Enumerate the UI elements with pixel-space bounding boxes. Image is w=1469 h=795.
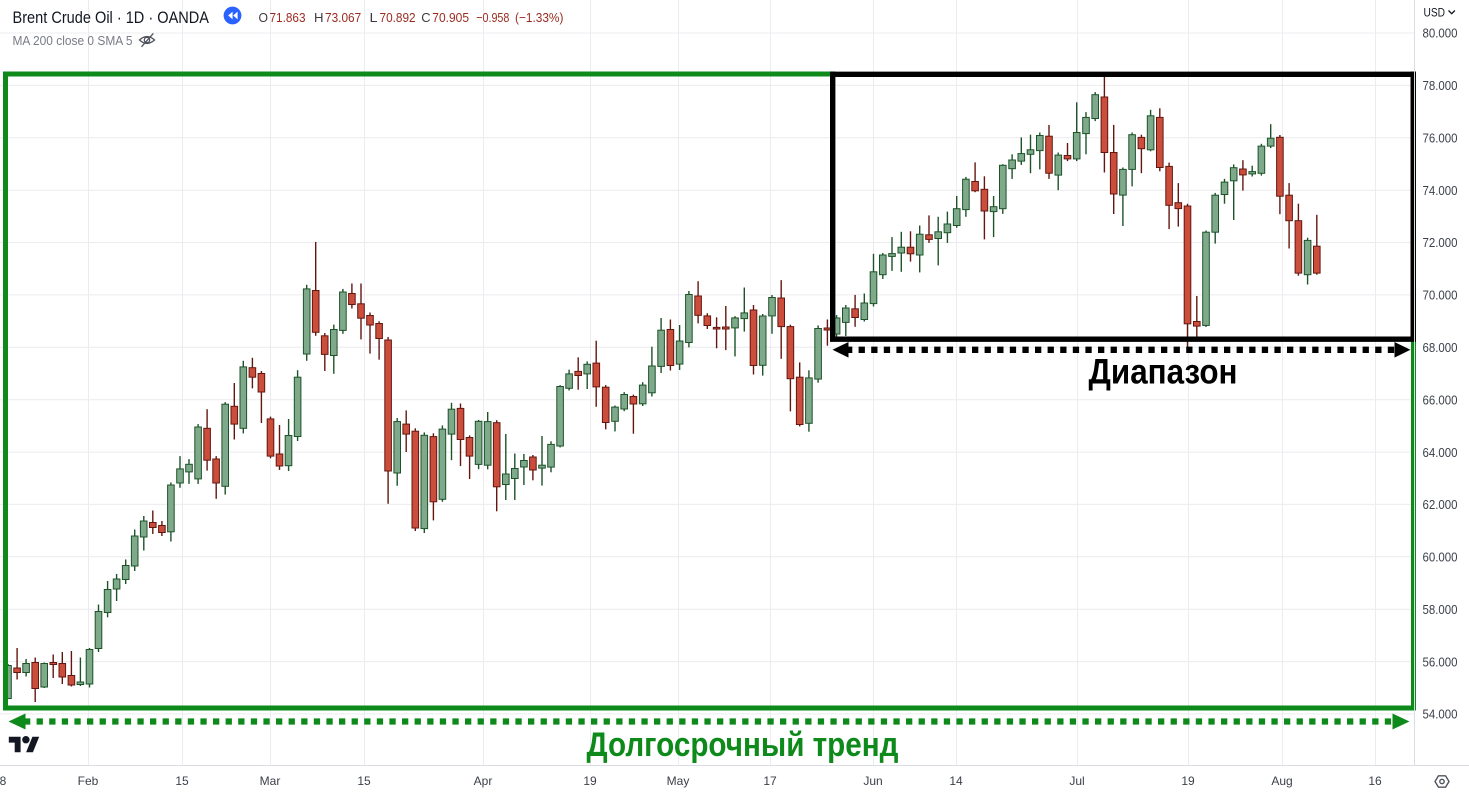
svg-text:16: 16 [1368, 774, 1382, 788]
svg-text:70.892: 70.892 [380, 10, 416, 25]
svg-text:71.863: 71.863 [270, 10, 306, 25]
svg-text:56.000: 56.000 [1423, 654, 1458, 669]
svg-text:Jul: Jul [1069, 774, 1084, 788]
svg-text:O: O [259, 10, 269, 25]
svg-text:74.000: 74.000 [1423, 183, 1458, 198]
svg-text:H: H [314, 10, 324, 25]
svg-text:May: May [667, 774, 690, 788]
svg-text:L: L [370, 10, 378, 25]
svg-text:60.000: 60.000 [1423, 550, 1458, 565]
svg-text:72.000: 72.000 [1423, 235, 1458, 250]
svg-text:64.000: 64.000 [1423, 445, 1458, 460]
svg-text:73.067: 73.067 [325, 10, 361, 25]
svg-text:15: 15 [175, 774, 189, 788]
svg-text:MA 200 close 0 SMA 5: MA 200 close 0 SMA 5 [13, 34, 133, 48]
svg-text:Apr: Apr [474, 774, 493, 788]
svg-text:Feb: Feb [78, 774, 99, 788]
svg-text:15: 15 [357, 774, 371, 788]
svg-text:Jun: Jun [863, 774, 882, 788]
svg-text:80.000: 80.000 [1423, 26, 1458, 41]
svg-text:Mar: Mar [260, 774, 281, 788]
svg-text:−0.958: −0.958 [476, 10, 509, 25]
svg-text:70.000: 70.000 [1423, 288, 1458, 303]
svg-text:66.000: 66.000 [1423, 392, 1458, 407]
svg-text:70.905: 70.905 [432, 10, 469, 25]
svg-text:78.000: 78.000 [1423, 78, 1458, 93]
svg-text:19: 19 [1181, 774, 1195, 788]
svg-text:76.000: 76.000 [1423, 131, 1458, 146]
svg-text:17: 17 [763, 774, 777, 788]
svg-text:58.000: 58.000 [1423, 602, 1458, 617]
svg-text:8: 8 [0, 774, 7, 788]
svg-text:USD: USD [1424, 8, 1446, 20]
svg-text:54.000: 54.000 [1423, 707, 1458, 722]
svg-text:Aug: Aug [1271, 774, 1292, 788]
svg-text:19: 19 [583, 774, 597, 788]
svg-text:62.000: 62.000 [1423, 497, 1458, 512]
svg-text:Долгосрочный тренд: Долгосрочный тренд [587, 726, 899, 764]
svg-text:(−1.33%): (−1.33%) [515, 10, 563, 25]
svg-text:Brent Crude Oil · 1D · OANDA: Brent Crude Oil · 1D · OANDA [13, 9, 210, 27]
svg-text:14: 14 [949, 774, 963, 788]
svg-text:68.000: 68.000 [1423, 340, 1458, 355]
svg-text:C: C [421, 10, 430, 25]
svg-text:Диапазон: Диапазон [1089, 353, 1238, 392]
